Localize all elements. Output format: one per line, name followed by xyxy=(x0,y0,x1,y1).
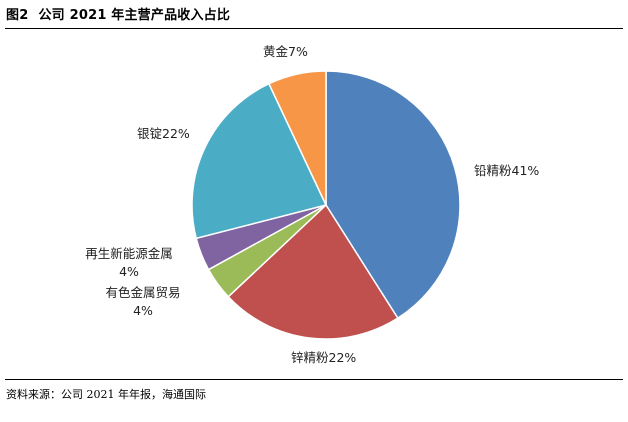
slice-label-3: 有色金属贸易 xyxy=(105,285,180,300)
slice-label-4: 再生新能源金属 xyxy=(85,246,173,261)
figure-caption: 公司 2021 年主营产品收入占比 xyxy=(38,8,231,23)
slice-label-4-percent: 4% xyxy=(119,264,139,279)
pie-slice-1 xyxy=(325,70,461,320)
slice-label-6: 黄金7% xyxy=(263,44,308,59)
figure-title: 图2 公司 2021 年主营产品收入占比 xyxy=(6,4,230,23)
slice-label-3-percent: 4% xyxy=(133,303,153,318)
pie-slices xyxy=(191,70,461,340)
pie-slice-2 xyxy=(227,203,399,340)
slice-label-2: 锌精粉22% xyxy=(291,350,356,365)
top-rule xyxy=(5,28,623,29)
slice-label-1: 铅精粉41% xyxy=(474,163,539,178)
pie-slice-5 xyxy=(191,82,328,240)
pie-labels: 铅精粉41% 锌精粉22% 有色金属贸易 4% 再生新能源金属 4% 银锭22% 黄金7% xyxy=(85,44,539,365)
pie-slice-6 xyxy=(267,70,327,206)
figure-number: 图2 xyxy=(6,8,29,23)
slice-label-5: 银锭22% xyxy=(137,126,190,141)
bottom-rule xyxy=(5,379,623,380)
source-note: 资料来源：公司 2021 年年报，海通国际 xyxy=(6,388,206,401)
